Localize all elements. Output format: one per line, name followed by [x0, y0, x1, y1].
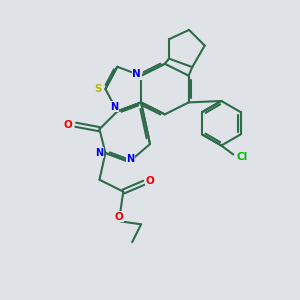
Text: N: N	[132, 69, 141, 79]
Text: N: N	[95, 148, 104, 158]
Text: S: S	[94, 84, 102, 94]
Text: N: N	[127, 154, 135, 164]
Text: O: O	[114, 212, 123, 222]
Text: N: N	[110, 102, 118, 112]
Text: O: O	[146, 176, 154, 186]
Text: Cl: Cl	[236, 152, 248, 162]
Text: O: O	[64, 120, 73, 130]
